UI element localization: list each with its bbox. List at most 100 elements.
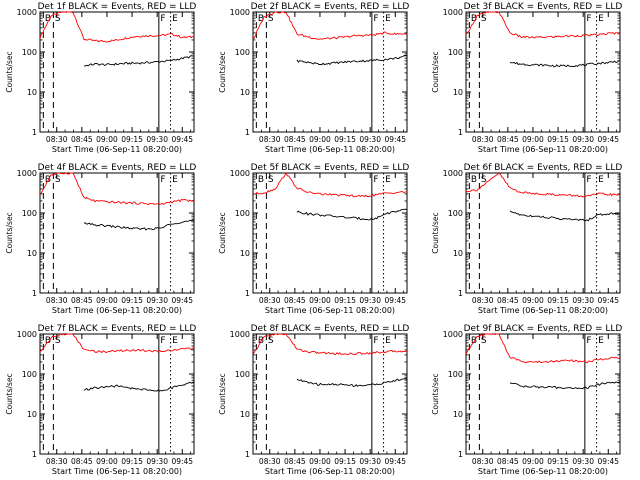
marker-label-E: E	[598, 14, 604, 24]
x-tick-label: 08:45	[497, 457, 519, 466]
x-tick-label: 09:00	[96, 457, 118, 466]
marker-label-B: B	[45, 336, 51, 346]
x-tick-label: 09:30	[359, 135, 381, 144]
x-tick-label: 09:00	[522, 457, 544, 466]
marker-label-E: E	[172, 336, 178, 346]
x-tick-label: 09:30	[146, 457, 168, 466]
x-axis-label: Start Time (06-Sep-11 08:20:00)	[52, 467, 182, 476]
y-tick-label: 10	[27, 410, 37, 419]
marker-label-S: S	[55, 14, 61, 24]
y-tick-label: 100	[235, 209, 250, 218]
marker-label-B: B	[471, 14, 477, 24]
x-tick-label: 08:45	[497, 296, 519, 305]
y-tick-label: 10	[453, 249, 463, 258]
y-axis-label: Counts/sec	[218, 373, 227, 414]
y-tick-label: 1000	[17, 169, 37, 178]
y-tick-label: 1	[245, 289, 250, 298]
x-axis-label: Start Time (06-Sep-11 08:20:00)	[52, 145, 182, 154]
x-tick-label: 09:45	[384, 296, 406, 305]
x-tick-label: 08:45	[71, 135, 93, 144]
x-tick-label: 09:00	[309, 135, 331, 144]
x-tick-label: 09:00	[96, 296, 118, 305]
x-axis-label: Start Time (06-Sep-11 08:20:00)	[478, 467, 608, 476]
y-tick-label: 1000	[17, 330, 37, 339]
y-tick-label: 100	[235, 48, 250, 57]
y-tick-label: 1000	[230, 330, 250, 339]
x-axis-label: Start Time (06-Sep-11 08:20:00)	[52, 306, 182, 315]
x-tick-label: 09:30	[146, 296, 168, 305]
panel-title: Det 5f BLACK = Events, RED = LLD	[251, 163, 410, 173]
y-tick-label: 1000	[17, 8, 37, 17]
series-events	[296, 208, 408, 221]
x-tick-label: 08:30	[46, 296, 68, 305]
series-events	[509, 381, 621, 390]
y-tick-label: 10	[27, 249, 37, 258]
plot-frame	[465, 333, 621, 455]
series-lld	[252, 333, 408, 356]
marker-label-S: S	[481, 175, 487, 185]
x-tick-label: 09:15	[547, 135, 569, 144]
x-tick-label: 09:00	[309, 457, 331, 466]
x-tick-label: 09:15	[334, 296, 356, 305]
plot-frame	[465, 172, 621, 294]
x-tick-label: 08:45	[71, 296, 93, 305]
marker-label-F: F	[160, 336, 165, 346]
plot-frame	[252, 333, 408, 455]
panel-title: Det 9f BLACK = Events, RED = LLD	[464, 324, 623, 334]
plot-frame	[252, 11, 408, 133]
x-tick-label: 08:30	[472, 135, 494, 144]
series-events	[509, 210, 621, 222]
series-events	[83, 381, 195, 392]
y-tick-label: 1000	[230, 8, 250, 17]
y-tick-label: 1	[458, 289, 463, 298]
y-axis-label: Counts/sec	[431, 212, 440, 253]
y-tick-label: 1	[32, 289, 37, 298]
x-tick-label: 09:30	[146, 135, 168, 144]
series-lld	[252, 171, 408, 198]
plot-frame	[39, 11, 195, 133]
marker-label-F: F	[373, 175, 378, 185]
y-tick-label: 100	[22, 48, 37, 57]
x-tick-label: 08:30	[46, 457, 68, 466]
x-axis-label: Start Time (06-Sep-11 08:20:00)	[265, 467, 395, 476]
series-lld	[39, 11, 195, 43]
x-tick-label: 09:15	[334, 457, 356, 466]
y-tick-label: 1	[458, 128, 463, 137]
x-tick-label: 09:30	[359, 457, 381, 466]
y-tick-label: 100	[448, 209, 463, 218]
plot-frame	[39, 333, 195, 455]
x-tick-label: 09:15	[334, 135, 356, 144]
series-lld	[465, 333, 621, 364]
marker-label-E: E	[385, 175, 391, 185]
panel-title: Det 7f BLACK = Events, RED = LLD	[38, 324, 197, 334]
marker-label-F: F	[586, 175, 591, 185]
x-tick-label: 09:15	[121, 457, 143, 466]
marker-label-E: E	[172, 14, 178, 24]
x-tick-label: 08:45	[284, 457, 306, 466]
series-lld	[252, 11, 408, 41]
x-tick-label: 08:30	[472, 296, 494, 305]
x-axis-label: Start Time (06-Sep-11 08:20:00)	[478, 145, 608, 154]
x-tick-label: 09:15	[547, 296, 569, 305]
marker-label-F: F	[160, 14, 165, 24]
panel-title: Det 6f BLACK = Events, RED = LLD	[464, 163, 623, 173]
x-tick-label: 09:15	[547, 457, 569, 466]
x-tick-label: 09:00	[522, 135, 544, 144]
marker-label-S: S	[55, 336, 61, 346]
y-tick-label: 10	[453, 88, 463, 97]
x-tick-label: 09:45	[597, 457, 619, 466]
marker-label-S: S	[55, 175, 61, 185]
y-tick-label: 10	[240, 249, 250, 258]
series-lld	[465, 172, 621, 198]
y-tick-label: 10	[27, 88, 37, 97]
x-tick-label: 09:30	[359, 296, 381, 305]
marker-label-F: F	[586, 14, 591, 24]
plot-frame	[39, 172, 195, 294]
x-tick-label: 08:30	[472, 457, 494, 466]
